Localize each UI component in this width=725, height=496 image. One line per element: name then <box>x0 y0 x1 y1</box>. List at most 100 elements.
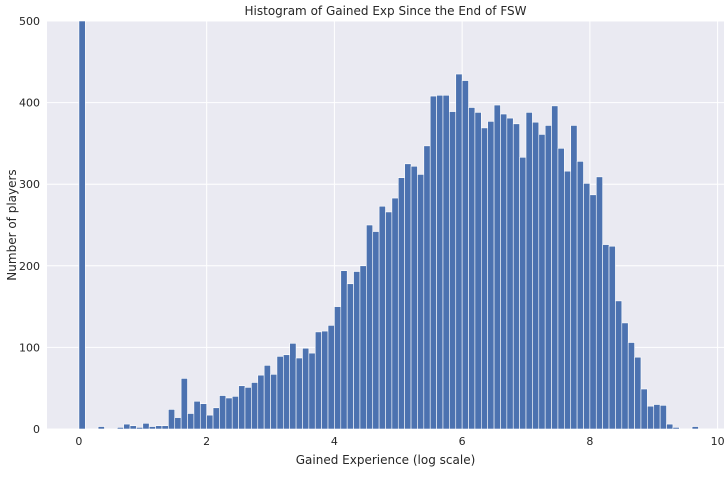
histogram-bar <box>519 156 527 430</box>
histogram-bar <box>659 405 667 430</box>
histogram-bar <box>372 231 380 430</box>
x-tick-label: 6 <box>459 435 466 448</box>
histogram-bar <box>647 405 655 430</box>
histogram-bar <box>295 357 303 430</box>
histogram-bar <box>212 407 220 430</box>
histogram-bar <box>129 425 137 430</box>
histogram-bar <box>168 409 176 430</box>
histogram-bar <box>595 176 603 430</box>
x-tick-label: 0 <box>75 435 82 448</box>
histogram-bar <box>640 388 648 430</box>
histogram-bar <box>410 165 418 430</box>
histogram-bar <box>474 112 482 430</box>
histogram-bar <box>404 163 412 430</box>
histogram-bar <box>423 145 431 430</box>
histogram-bar <box>544 125 552 430</box>
histogram-bar <box>289 343 297 430</box>
histogram-bar <box>449 111 457 430</box>
histogram-bar <box>123 423 131 430</box>
histogram-bar <box>97 426 105 430</box>
histogram-bar <box>78 20 86 430</box>
x-tick-label: 4 <box>331 435 338 448</box>
histogram-bar <box>193 400 201 430</box>
chart-title: Histogram of Gained Exp Since the End of… <box>245 4 527 18</box>
histogram-bar <box>187 413 195 430</box>
histogram-bar <box>308 352 316 430</box>
histogram-bar <box>429 95 437 430</box>
histogram-bar <box>538 134 546 430</box>
histogram-bar <box>564 170 572 430</box>
histogram-bar <box>238 385 246 430</box>
histogram-bar <box>148 426 156 430</box>
histogram-bar <box>551 105 559 430</box>
histogram-bar <box>346 283 354 430</box>
y-tick-label: 200 <box>19 260 40 273</box>
histogram-bar <box>557 147 565 430</box>
histogram-bar <box>327 325 335 430</box>
histogram-bar <box>481 127 488 430</box>
histogram-bar <box>136 427 144 430</box>
histogram-bar <box>653 404 661 430</box>
histogram-bar <box>442 94 450 430</box>
histogram-bar <box>174 417 182 430</box>
histogram-bar <box>487 121 495 430</box>
histogram-bar <box>570 125 578 430</box>
histogram-bar <box>532 121 540 430</box>
y-tick-label: 100 <box>19 341 40 354</box>
histogram-bar <box>385 211 393 430</box>
histogram-bar <box>378 205 386 430</box>
histogram-bar <box>602 244 610 430</box>
histogram-bar <box>634 356 642 430</box>
histogram-bar <box>615 300 623 430</box>
histogram-bar <box>417 174 425 430</box>
histogram-bar <box>493 104 501 430</box>
histogram-bar <box>500 113 508 430</box>
histogram-bar <box>353 271 361 430</box>
histogram-bar <box>691 426 699 430</box>
bars <box>78 20 699 430</box>
histogram-bar <box>340 270 348 430</box>
histogram-bar <box>155 425 163 430</box>
histogram-bar <box>334 306 342 430</box>
histogram-bar <box>283 354 290 430</box>
histogram-bar <box>231 396 239 430</box>
histogram-bar <box>576 161 584 430</box>
y-tick-labels: 0 100 200 300 400 500 <box>19 15 40 436</box>
histogram-bar <box>506 117 514 430</box>
histogram-bar <box>321 330 329 430</box>
x-axis-label: Gained Experience (log scale) <box>296 453 476 467</box>
y-tick-label: 500 <box>19 15 40 28</box>
histogram-bar <box>116 427 124 430</box>
histogram-bar <box>206 414 214 430</box>
histogram-bar <box>627 342 635 430</box>
histogram-bar <box>366 224 374 430</box>
y-axis-label: Number of players <box>5 169 19 280</box>
histogram-bar <box>608 245 616 430</box>
x-tick-label: 8 <box>586 435 593 448</box>
histogram-bar <box>397 177 405 430</box>
histogram-bar <box>455 73 463 430</box>
x-tick-label: 10 <box>711 435 725 448</box>
histogram-bar <box>461 80 469 430</box>
histogram-bar <box>225 397 233 430</box>
histogram-bar <box>512 123 520 430</box>
histogram-bar <box>180 378 188 430</box>
histogram-bar <box>672 427 680 430</box>
histogram-bar <box>257 374 265 430</box>
y-tick-label: 0 <box>33 423 40 436</box>
histogram-bar <box>161 425 169 430</box>
histogram-bar <box>583 183 591 430</box>
histogram-bar <box>391 197 399 430</box>
histogram-bar <box>251 382 259 430</box>
histogram-bar <box>302 347 310 430</box>
histogram-bar <box>359 265 367 430</box>
histogram-bar <box>314 331 322 430</box>
x-tick-labels: 0 2 4 6 8 10 <box>75 435 724 448</box>
histogram-bar <box>276 356 284 430</box>
histogram-bar <box>219 395 227 430</box>
histogram-bar <box>436 94 444 430</box>
histogram-bar <box>666 423 674 430</box>
histogram-bar <box>525 112 533 430</box>
histogram-bar <box>199 403 207 430</box>
histogram-bar <box>270 374 278 430</box>
